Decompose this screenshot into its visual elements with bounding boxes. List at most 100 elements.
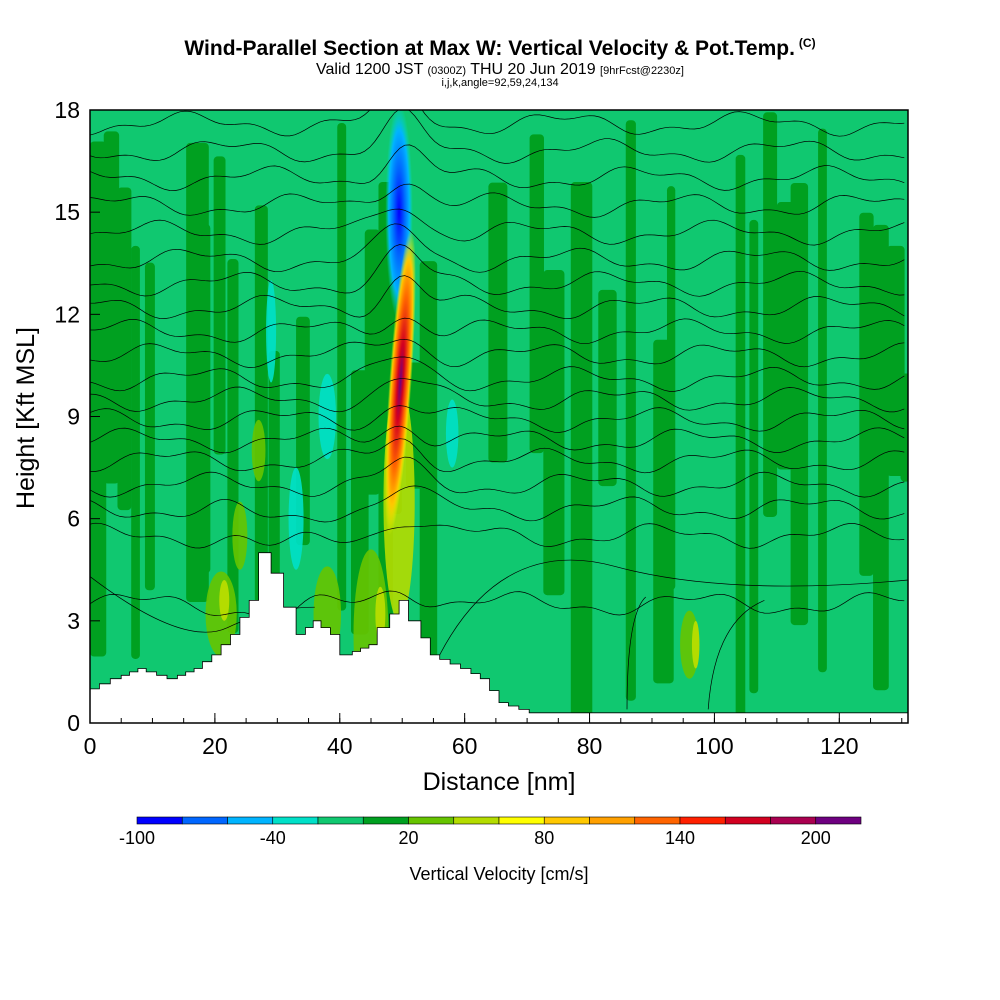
theta-contour-320 bbox=[90, 405, 905, 433]
theta-contour-324 bbox=[90, 356, 905, 392]
theta-contour-334 bbox=[90, 223, 905, 273]
y-tick-label: 18 bbox=[54, 97, 80, 123]
field-band bbox=[364, 229, 380, 495]
y-axis-label: Height [Kft MSL] bbox=[12, 327, 40, 509]
field-band bbox=[886, 245, 905, 477]
theta-contour-344 bbox=[90, 110, 905, 137]
colorbar-swatch bbox=[136, 816, 183, 825]
field-accent bbox=[691, 620, 700, 669]
x-tick-label: 40 bbox=[327, 733, 353, 759]
theta-contour-low bbox=[707, 600, 765, 710]
colorbar-swatch bbox=[181, 816, 228, 825]
colorbar-swatch bbox=[362, 816, 409, 825]
chart-subtitle: Valid 1200 JST (0300Z) THU 20 Jun 2019 [… bbox=[0, 61, 1000, 79]
terrain-profile bbox=[89, 552, 909, 724]
x-tick-label: 60 bbox=[452, 733, 478, 759]
theta-contour-316 bbox=[90, 438, 905, 474]
copyright-mark: (C) bbox=[798, 36, 816, 50]
field-downdraft bbox=[266, 280, 277, 383]
field-band bbox=[598, 289, 617, 487]
colorbar-swatch bbox=[317, 816, 364, 825]
theta-contour-326 bbox=[90, 338, 905, 368]
x-tick-label: 80 bbox=[577, 733, 603, 759]
theta-contour-330 bbox=[90, 275, 905, 319]
valid-date: THU 20 Jun 2019 bbox=[470, 61, 596, 78]
updraft-core bbox=[384, 229, 416, 536]
colorbar-label: Vertical Velocity [cm/s] bbox=[409, 864, 588, 884]
x-tick-label: 20 bbox=[202, 733, 228, 759]
colorbar-swatch bbox=[543, 816, 590, 825]
field-band bbox=[213, 156, 226, 455]
field-downdraft bbox=[288, 467, 304, 570]
valid-time: Valid 1200 JST bbox=[316, 61, 424, 78]
field-band bbox=[790, 182, 809, 626]
x-tick-label: 0 bbox=[84, 733, 97, 759]
colorbar-swatch bbox=[589, 816, 636, 825]
field-band bbox=[131, 245, 140, 659]
colorbar-swatch bbox=[724, 816, 771, 825]
field-band bbox=[818, 128, 827, 673]
y-tick-label: 15 bbox=[54, 199, 80, 225]
colorbar-tick-label: -40 bbox=[260, 828, 286, 848]
valid-utc: (0300Z) bbox=[427, 65, 467, 77]
field-accent bbox=[251, 419, 266, 482]
theta-contour-336 bbox=[90, 208, 905, 246]
field-band bbox=[735, 154, 746, 723]
field-band bbox=[103, 131, 120, 484]
velocity-field bbox=[90, 110, 908, 723]
field-band bbox=[268, 350, 280, 595]
colorbar-swatch bbox=[815, 816, 862, 825]
colorbar: -100 -40 20 80 140 200 bbox=[119, 816, 862, 848]
forecast-info: [9hrFcst@2230z] bbox=[600, 65, 684, 77]
colorbar-swatch bbox=[227, 816, 274, 825]
theta-contour-318 bbox=[90, 425, 905, 454]
colorbar-tick-label: 20 bbox=[398, 828, 418, 848]
field-band bbox=[666, 186, 676, 590]
y-tick-label: 0 bbox=[67, 710, 80, 736]
field-downdraft bbox=[445, 399, 459, 468]
colorbar-swatch bbox=[272, 816, 319, 825]
field-band bbox=[529, 134, 544, 454]
theta-contour-328 bbox=[90, 317, 905, 345]
axes: 0 20 40 60 80 100 120 0 3 6 9 12 15 18 bbox=[54, 97, 903, 759]
field-band bbox=[117, 187, 132, 511]
field-band bbox=[337, 122, 347, 611]
y-tick-label: 9 bbox=[67, 404, 80, 430]
field-band bbox=[90, 141, 107, 657]
terrain bbox=[89, 552, 909, 724]
colorbar-swatch bbox=[498, 816, 545, 825]
colorbar-tick-label: -100 bbox=[119, 828, 155, 848]
field-band bbox=[859, 212, 874, 576]
colorbar-swatch bbox=[634, 816, 681, 825]
chart-title: Wind-Parallel Section at Max W: Vertical… bbox=[0, 36, 1000, 61]
field-accent bbox=[219, 579, 230, 621]
field-band bbox=[543, 270, 565, 596]
field-band bbox=[900, 373, 908, 482]
theta-contour-338 bbox=[90, 183, 905, 218]
theta-contours bbox=[90, 110, 908, 710]
theta-contour-314 bbox=[90, 456, 905, 498]
field-band bbox=[227, 259, 239, 633]
grid-info: i,j,k,angle=92,59,24,134 bbox=[441, 77, 559, 89]
field-band bbox=[488, 182, 508, 463]
theta-contour-312 bbox=[90, 485, 905, 523]
theta-contour-340 bbox=[90, 144, 905, 191]
theta-contour-low bbox=[626, 596, 646, 710]
colorbar-swatch bbox=[770, 816, 817, 825]
y-tick-label: 6 bbox=[67, 506, 80, 532]
colorbar-tick-label: 140 bbox=[665, 828, 695, 848]
colorbar-swatch bbox=[453, 816, 500, 825]
x-axis-label: Distance [nm] bbox=[423, 768, 576, 796]
theta-contour-low bbox=[439, 559, 908, 656]
theta-contour-342 bbox=[90, 110, 905, 164]
colorbar-swatch bbox=[408, 816, 455, 825]
y-tick-label: 12 bbox=[54, 301, 80, 327]
theta-contour-322 bbox=[90, 378, 905, 413]
x-tick-label: 100 bbox=[695, 733, 733, 759]
field-downdraft bbox=[318, 373, 337, 460]
theta-contour-332 bbox=[90, 244, 905, 297]
colorbar-tick-label: 200 bbox=[801, 828, 831, 848]
field-band bbox=[873, 224, 889, 691]
colorbar-swatch bbox=[679, 816, 726, 825]
y-tick-label: 3 bbox=[67, 608, 80, 634]
